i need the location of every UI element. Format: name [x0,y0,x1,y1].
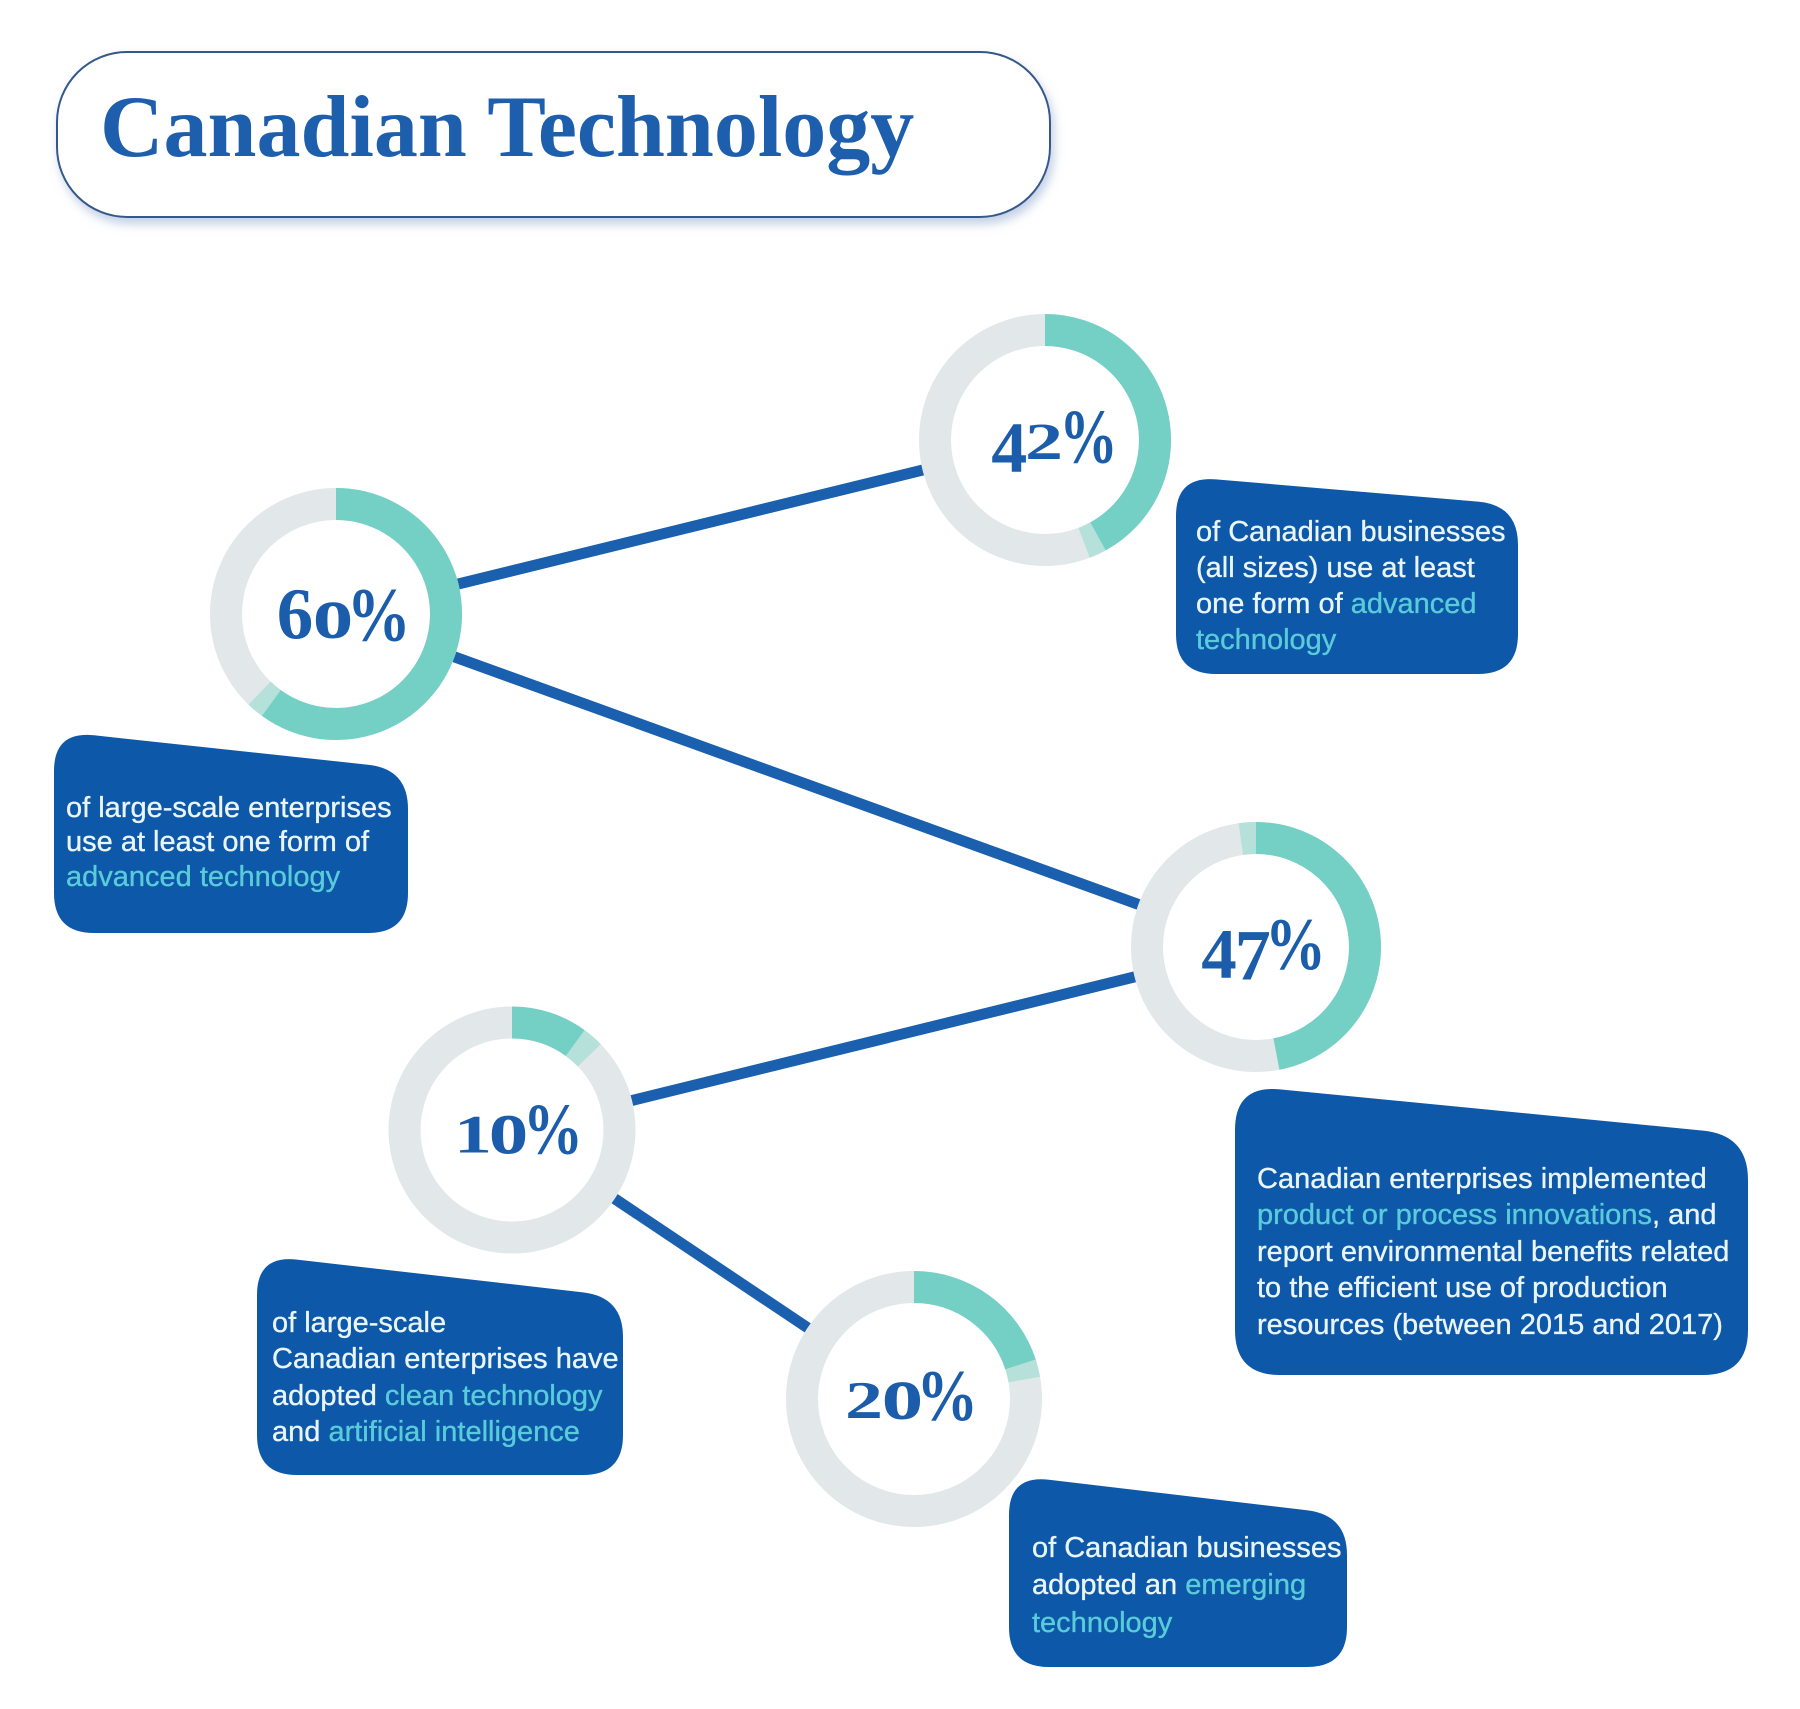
svg-text:7: 7 [1235,916,1271,996]
svg-text:of Canadian businesses: of Canadian businesses [1032,1532,1342,1564]
svg-text:and artificial intelligence: and artificial intelligence [272,1416,580,1448]
svg-text:technology: technology [1196,624,1337,656]
svg-text:product or process innovations: product or process innovations, and [1257,1199,1716,1231]
svg-text:1: 1 [454,1104,492,1165]
svg-text:of large-scale enterprises: of large-scale enterprises [66,792,392,824]
svg-text:adopted clean technology: adopted clean technology [272,1380,603,1412]
svg-text:of large-scale: of large-scale [272,1307,446,1339]
svg-text:4: 4 [1201,916,1237,994]
svg-text:technology: technology [1032,1607,1173,1639]
svg-text:Canadian enterprises implement: Canadian enterprises implemented [1257,1163,1707,1195]
svg-text:%: % [523,1088,583,1169]
svg-text:o: o [882,1349,924,1435]
svg-text:%: % [1265,904,1326,986]
svg-text:report environmental benefits: report environmental benefits related [1257,1236,1729,1268]
svg-text:adopted an emerging: adopted an emerging [1032,1569,1306,1601]
svg-text:to the efficient use of produc: to the efficient use of production [1257,1272,1668,1304]
svg-text:%: % [347,572,411,657]
svg-text:2: 2 [845,1372,883,1430]
svg-text:%: % [917,1355,979,1436]
svg-text:o: o [313,572,354,655]
svg-text:use at least one form of: use at least one form of [66,826,370,858]
svg-text:6: 6 [277,573,314,654]
svg-text:Canadian Technology: Canadian Technology [100,79,914,176]
svg-text:(all sizes) use at least: (all sizes) use at least [1196,552,1475,584]
svg-text:2: 2 [1025,414,1063,471]
svg-text:%: % [1059,394,1118,480]
svg-text:Canadian enterprises have: Canadian enterprises have [272,1343,619,1375]
svg-text:of Canadian businesses: of Canadian businesses [1196,516,1506,548]
svg-text:advanced technology: advanced technology [66,861,341,893]
svg-text:one form of advanced: one form of advanced [1196,588,1477,620]
svg-text:resources (between 2015 and 20: resources (between 2015 and 2017) [1257,1309,1723,1341]
svg-text:4: 4 [991,408,1027,488]
svg-text:o: o [489,1084,529,1171]
